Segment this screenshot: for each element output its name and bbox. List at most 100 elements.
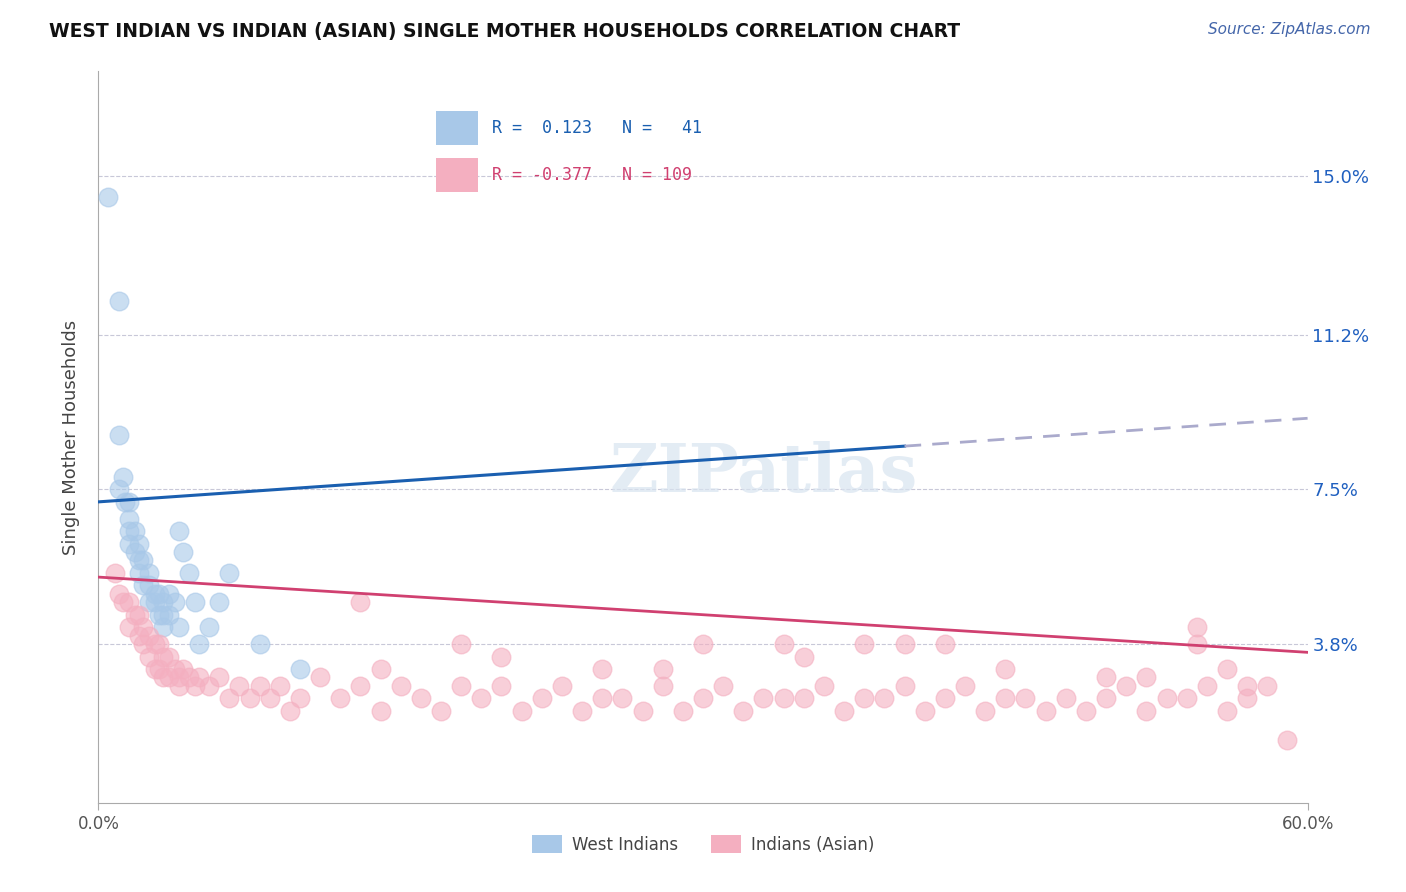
Point [249,637,271,651]
Point [1135,704,1157,718]
Point [349,595,371,609]
Point [994,662,1017,676]
Point [1175,691,1198,706]
Point [148,607,170,622]
Point [873,691,896,706]
Point [208,670,231,684]
Point [157,607,180,622]
Point [491,679,513,693]
Point [309,670,332,684]
Point [188,670,211,684]
Point [530,691,553,706]
Bar [436,111,478,145]
Point [853,637,876,651]
Point [152,595,174,609]
Point [157,670,180,684]
Point [107,428,129,442]
Point [974,704,997,718]
Point [1216,662,1239,676]
Point [114,495,136,509]
Point [692,637,714,651]
Point [118,524,141,538]
Point [218,691,240,706]
Point [1185,620,1208,634]
Point [228,679,250,693]
Point [1135,670,1157,684]
Point [672,704,695,718]
Text: R = -0.377   N = 109: R = -0.377 N = 109 [492,166,692,184]
Point [994,691,1017,706]
Point [111,595,134,609]
Point [692,691,714,706]
Text: WEST INDIAN VS INDIAN (ASIAN) SINGLE MOTHER HOUSEHOLDS CORRELATION CHART: WEST INDIAN VS INDIAN (ASIAN) SINGLE MOT… [49,22,960,41]
Point [813,679,835,693]
Point [107,483,129,497]
Point [143,587,166,601]
Point [138,649,160,664]
Point [138,629,160,643]
Point [1256,679,1278,693]
Point [148,637,170,651]
Point [132,578,155,592]
Point [179,670,201,684]
Text: ZIPatlas: ZIPatlas [609,442,918,506]
Point [1095,691,1118,706]
Point [1185,637,1208,651]
Point [631,704,654,718]
Point [510,704,533,718]
Point [1156,691,1178,706]
Point [152,607,174,622]
Point [167,620,190,634]
Point [179,566,201,580]
Point [132,620,155,634]
Point [184,679,207,693]
Point [470,691,492,706]
Point [893,679,915,693]
Point [143,662,166,676]
Point [370,662,392,676]
Point [152,649,174,664]
Bar [436,158,478,193]
Point [278,704,301,718]
Point [143,595,166,609]
Point [269,679,291,693]
Point [551,679,574,693]
Point [124,607,146,622]
Point [124,524,146,538]
Point [157,587,180,601]
Point [591,662,613,676]
Point [1236,691,1258,706]
Point [167,670,190,684]
Point [152,670,174,684]
Point [124,545,146,559]
Point [132,553,155,567]
Point [218,566,240,580]
Point [711,679,734,693]
Point [198,679,221,693]
Point [188,637,211,651]
Text: Source: ZipAtlas.com: Source: ZipAtlas.com [1208,22,1371,37]
Point [793,649,815,664]
Point [793,691,815,706]
Point [118,536,141,550]
Point [118,495,141,509]
Point [152,620,174,634]
Point [148,587,170,601]
Point [128,629,150,643]
Point [128,607,150,622]
Point [1236,679,1258,693]
Point [111,470,134,484]
Point [612,691,634,706]
Point [772,637,794,651]
Point [772,691,794,706]
Point [1277,733,1299,747]
Y-axis label: Single Mother Households: Single Mother Households [62,319,80,555]
Point [450,637,472,651]
Point [138,595,160,609]
Point [1074,704,1097,718]
Point [1014,691,1036,706]
Point [752,691,775,706]
Point [409,691,432,706]
Point [239,691,262,706]
Point [107,587,129,601]
